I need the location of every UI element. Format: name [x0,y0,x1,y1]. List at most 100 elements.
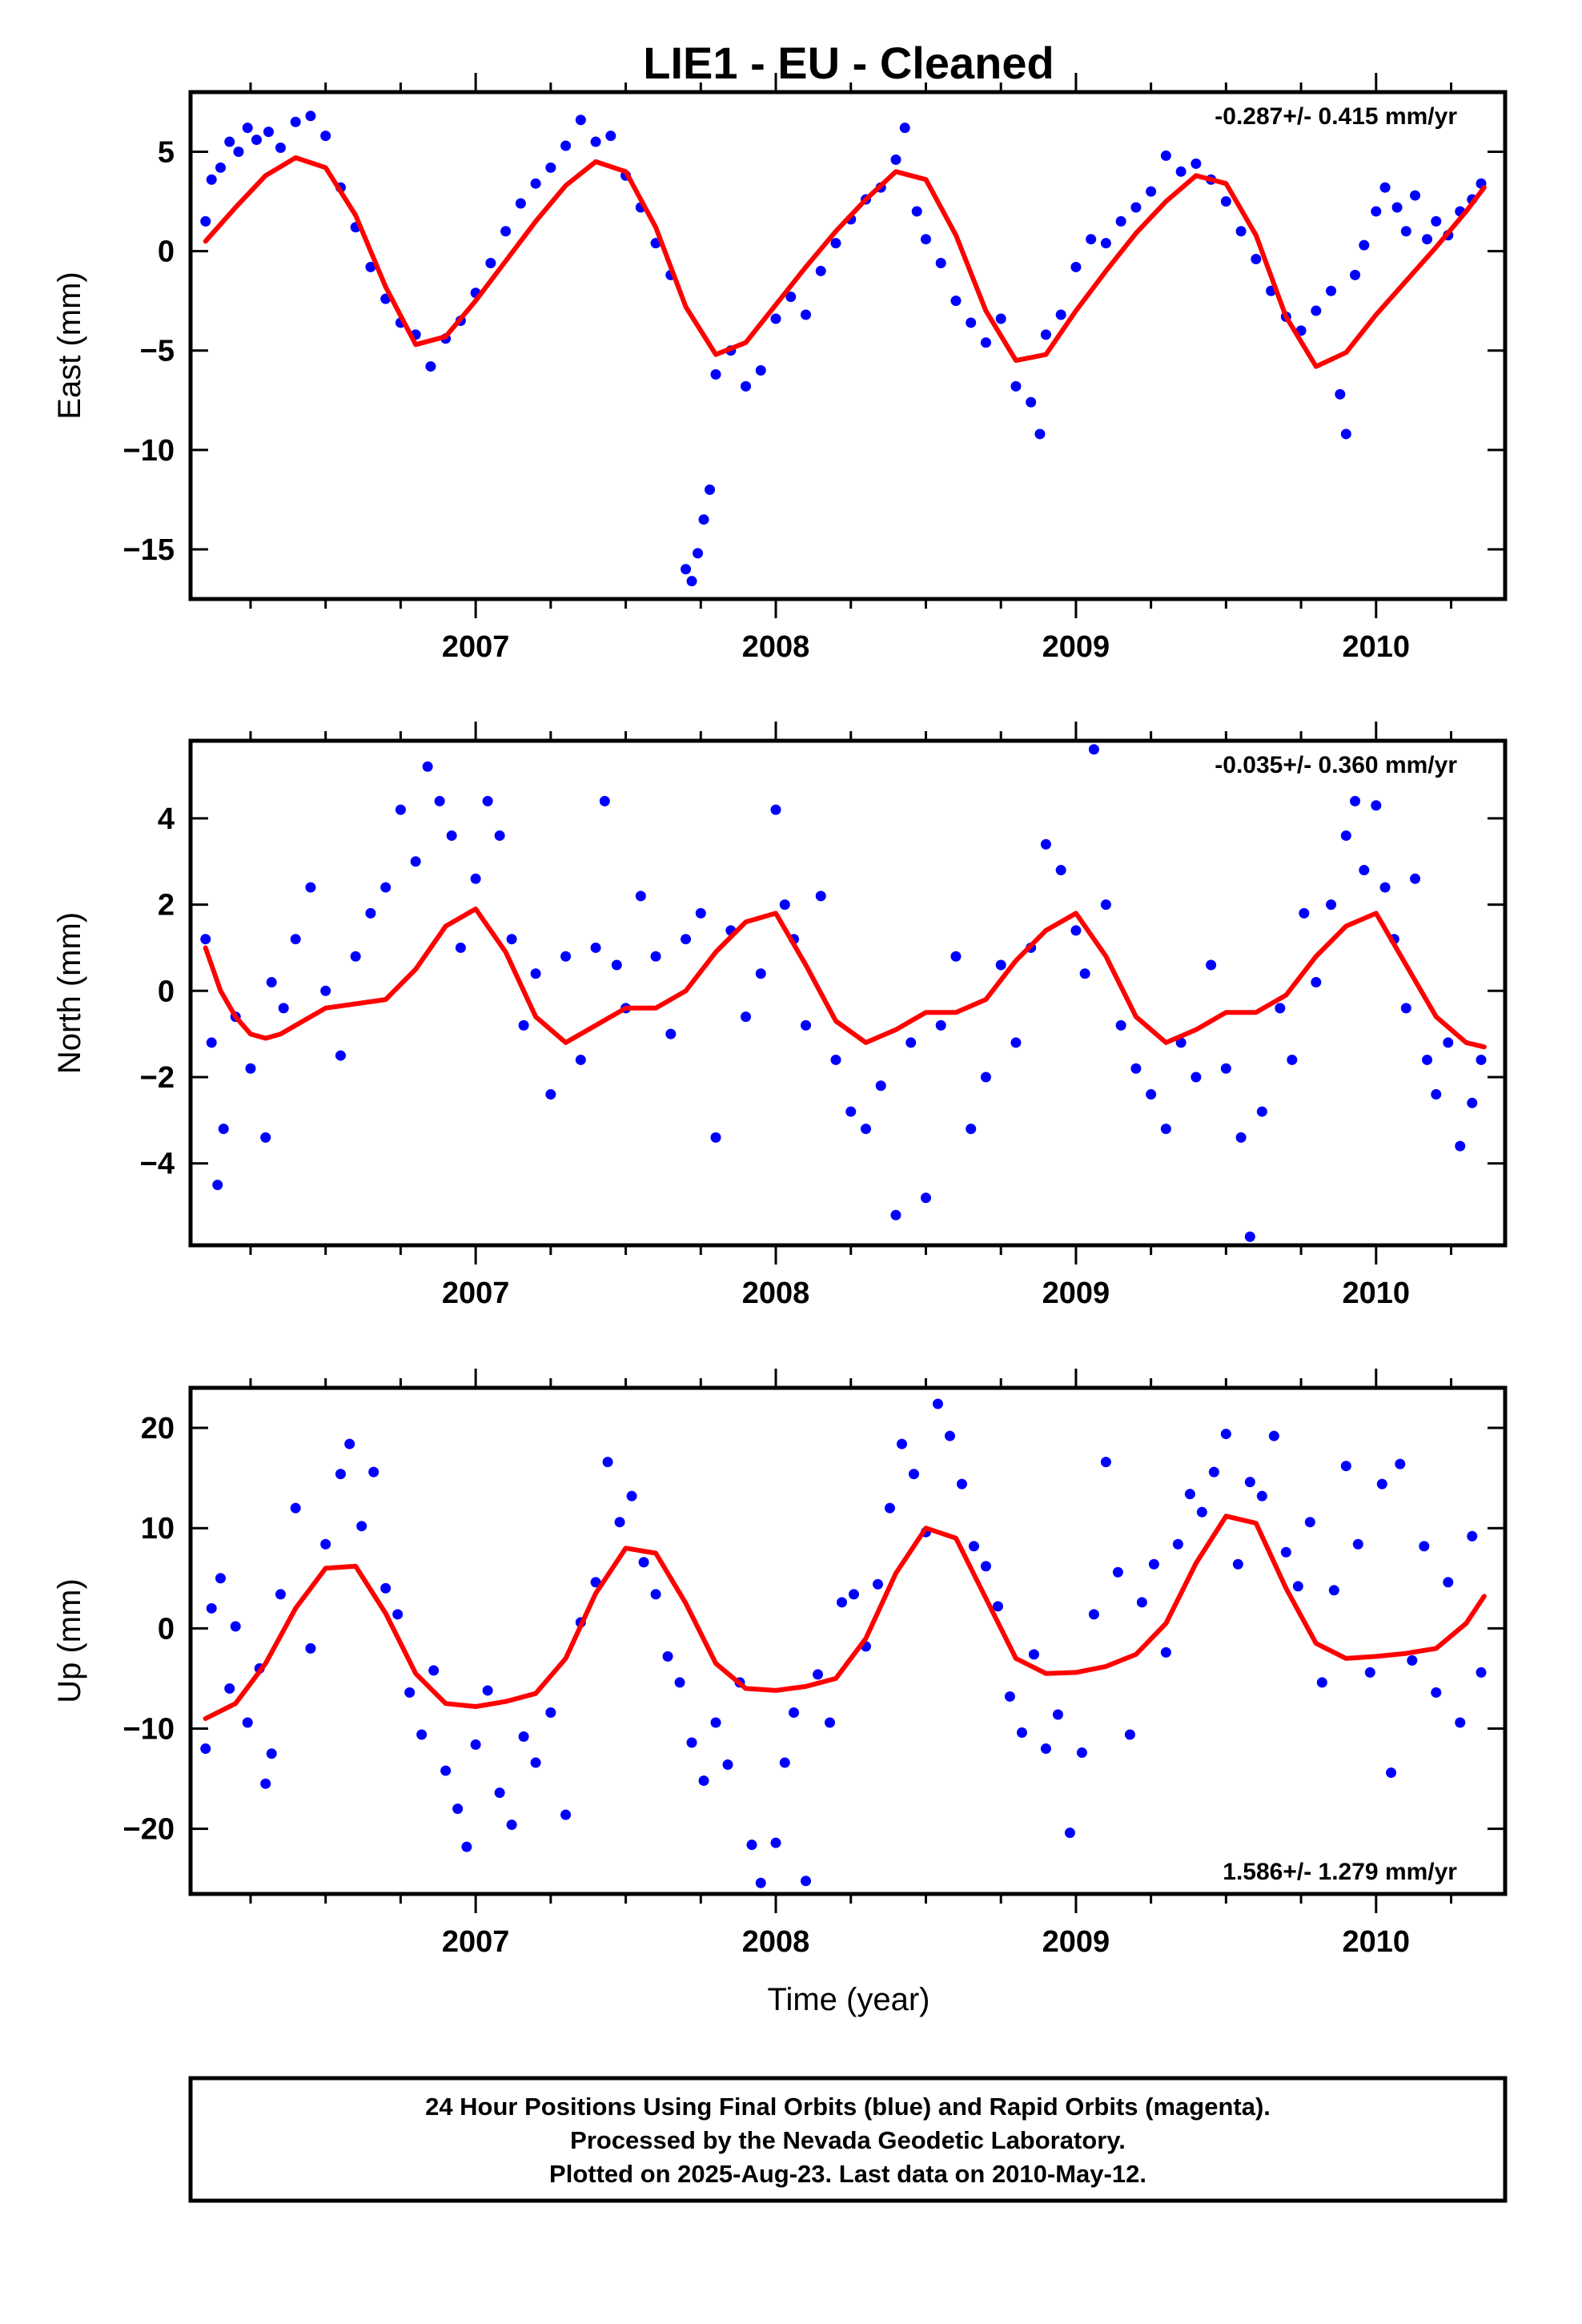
data-point [1040,838,1051,850]
data-point [206,1602,217,1614]
rate-annotation: -0.035+/- 0.360 mm/yr [1215,752,1457,778]
data-point [506,1819,517,1831]
data-point [1422,234,1433,245]
data-point [1340,1461,1351,1472]
data-point [662,1651,673,1662]
data-point [590,942,601,953]
data-point [801,309,812,320]
data-point [545,1707,556,1718]
data-point [695,907,706,919]
data-point [1220,1063,1231,1074]
data-point [545,1089,556,1100]
data-point [590,1577,601,1588]
data-point [1100,899,1111,911]
data-point [837,1597,848,1608]
data-point [455,942,466,953]
y-tick-label: 5 [158,135,175,169]
x-tick-label: 2008 [742,630,810,664]
data-point [992,1601,1003,1612]
data-point [1386,1767,1397,1779]
data-point [686,576,697,587]
data-point [482,795,493,806]
data-point [560,951,572,962]
data-point [650,1589,661,1600]
footer-line-2: Processed by the Nevada Geodetic Laborat… [570,2126,1126,2154]
data-point [1100,1457,1111,1468]
data-point [789,1707,800,1718]
data-point [920,1192,931,1204]
x-tick-label: 2010 [1343,1277,1411,1310]
data-point [1391,202,1403,213]
y-tick-label: 0 [158,235,175,269]
data-point [320,1538,331,1550]
data-point [518,1019,529,1031]
fit-curve [203,155,1487,369]
data-point [890,1209,901,1220]
data-point [1064,1827,1075,1839]
data-point [705,484,716,495]
data-point [515,198,526,209]
data-point [602,1457,613,1468]
data-point [575,1054,586,1065]
data-points [200,744,1487,1242]
data-point [1160,150,1171,161]
data-point [1467,1530,1478,1542]
data-point [500,226,512,237]
data-point [266,1748,277,1759]
data-point [779,1757,790,1768]
data-point [224,136,235,147]
data-point [1124,1729,1135,1740]
data-point [1400,1003,1411,1014]
data-point [848,1589,859,1600]
data-point [710,1717,721,1728]
data-point [290,934,301,945]
data-point [1070,925,1082,936]
x-tick-label: 2010 [1343,1925,1411,1959]
data-point [770,313,781,324]
data-point [1443,1037,1454,1048]
data-point [1130,202,1142,213]
data-point [710,1132,721,1143]
data-point [1146,186,1157,197]
data-point [1100,238,1111,249]
x-tick-label: 2007 [442,630,510,664]
x-tick-label: 2009 [1042,1277,1110,1310]
data-point [1316,1677,1327,1688]
data-point [446,830,457,841]
data-point [356,1521,367,1532]
data-point [956,1478,967,1490]
y-tick-label: 20 [141,1412,175,1445]
data-point [860,1124,871,1135]
data-points [200,111,1487,587]
data-point [251,135,262,146]
data-point [335,1050,346,1061]
data-point [305,1642,316,1654]
data-point [1220,1429,1231,1440]
data-point [290,1502,301,1514]
data-point [1376,1478,1387,1490]
data-point [215,162,226,173]
y-tick-label: −20 [123,1813,175,1847]
data-point [1311,305,1322,316]
data-point [950,296,962,307]
data-point [1088,1609,1099,1620]
data-point [1304,1517,1315,1528]
data-point [200,1743,211,1755]
data-point [1287,1054,1298,1065]
data-point [452,1803,464,1815]
data-point [230,1621,241,1632]
data-point [365,907,376,919]
data-point [815,265,826,276]
data-point [1340,428,1351,440]
data-point [872,1578,883,1590]
data-point [1395,1458,1406,1470]
data-point [200,934,211,945]
north-panel: 4 2 0 −2 −4 2007 2008 2009 2010 -0.035+/- 0.360 m… [52,722,1508,1310]
chart-title: LIE1 - EU - Cleaned [643,38,1054,88]
data-point [425,361,436,372]
y-tick-label: −10 [123,1713,175,1747]
x-tick-label: 2008 [742,1925,810,1959]
data-point [530,1757,541,1768]
data-point [650,951,661,962]
